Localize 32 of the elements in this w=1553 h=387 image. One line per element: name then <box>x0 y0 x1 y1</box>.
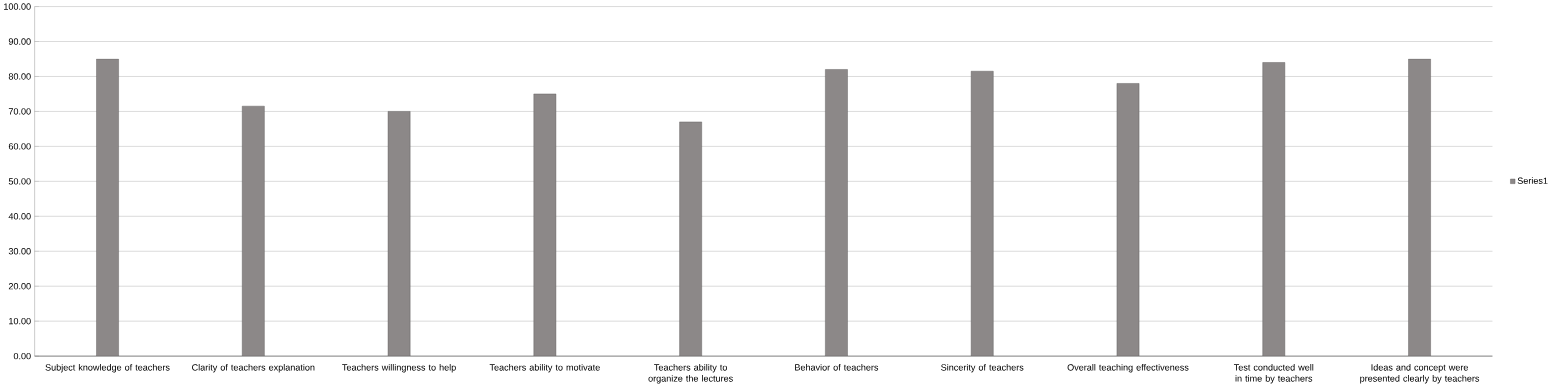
y-tick-label: 100.00 <box>4 3 31 10</box>
bar <box>1408 58 1431 357</box>
bar <box>242 106 265 357</box>
y-tick-label: 30.00 <box>8 248 31 255</box>
bar <box>533 93 557 357</box>
x-tick-label: Teachers ability to organize the lectures <box>648 364 733 384</box>
y-tick-label: 70.00 <box>8 108 31 115</box>
x-tick-label: Subject knowledge of teachers <box>45 364 170 373</box>
legend-label: Series1 <box>1517 177 1548 185</box>
y-tick-label: 50.00 <box>8 178 31 185</box>
y-tick-label: 60.00 <box>8 143 31 150</box>
y-tick-label: 10.00 <box>9 318 31 325</box>
x-tick-label: Overall teaching effectiveness <box>1067 364 1189 373</box>
y-tick-label: 80.00 <box>8 73 31 80</box>
x-tick-label: Sincerity of teachers <box>941 364 1024 373</box>
y-tick-label: 40.00 <box>8 213 31 220</box>
bar <box>970 71 994 357</box>
bar <box>825 69 848 357</box>
x-tick-label: Teachers willingness to help <box>342 364 456 373</box>
bar <box>1116 83 1140 357</box>
y-tick-label: 20.00 <box>8 283 31 290</box>
x-tick-label: Ideas and concept were presented clearly by teachers <box>1360 364 1480 384</box>
x-tick-label: Teachers ability to motivate <box>489 364 600 373</box>
x-tick-label: Behavior of teachers <box>795 364 879 371</box>
x-tick-label: Test conducted well in time by teachers <box>1233 364 1314 384</box>
bar <box>679 121 702 357</box>
y-tick-label: 90.00 <box>8 38 31 45</box>
bar <box>1262 62 1286 357</box>
bar <box>387 111 411 357</box>
x-tick-label: Clarity of teachers explanation <box>192 364 315 373</box>
y-tick-label: 0.00 <box>13 352 31 360</box>
bar <box>96 58 119 357</box>
